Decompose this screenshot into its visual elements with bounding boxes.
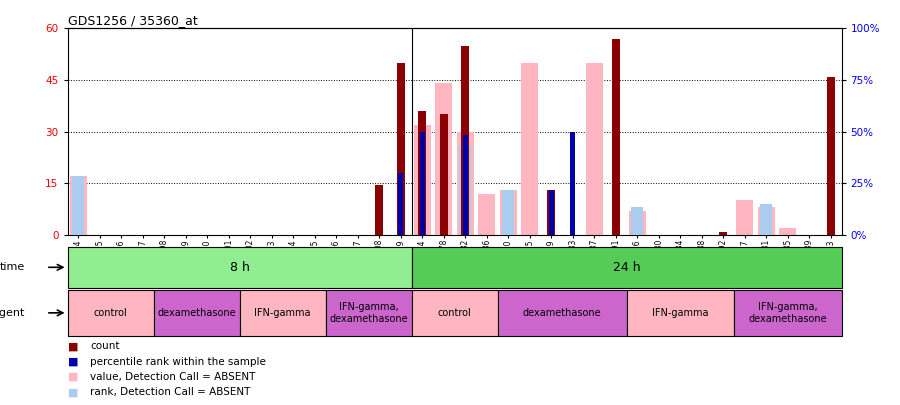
- Text: 24 h: 24 h: [613, 261, 640, 274]
- Bar: [500, 190, 517, 235]
- Bar: [420, 132, 425, 235]
- Text: ■: ■: [68, 372, 78, 382]
- Bar: [326, 290, 411, 336]
- Text: 8 h: 8 h: [230, 261, 249, 274]
- Bar: [411, 290, 498, 336]
- Bar: [628, 211, 646, 235]
- Bar: [498, 290, 626, 336]
- Bar: [612, 39, 619, 235]
- Bar: [631, 207, 644, 235]
- Text: control: control: [94, 308, 128, 318]
- Text: time: time: [0, 262, 24, 272]
- Bar: [736, 200, 753, 235]
- Bar: [418, 111, 426, 235]
- Text: GDS1256 / 35360_at: GDS1256 / 35360_at: [68, 14, 197, 27]
- Bar: [760, 204, 772, 235]
- Bar: [436, 83, 453, 235]
- Text: IFN-gamma: IFN-gamma: [652, 308, 708, 318]
- Text: control: control: [437, 308, 472, 318]
- Text: ■: ■: [68, 341, 78, 351]
- Bar: [478, 194, 495, 235]
- Text: dexamethasone: dexamethasone: [523, 308, 601, 318]
- Bar: [521, 63, 538, 235]
- Bar: [571, 132, 575, 235]
- Text: count: count: [90, 341, 120, 351]
- Bar: [459, 145, 472, 235]
- Bar: [549, 190, 554, 235]
- Bar: [411, 247, 842, 288]
- Bar: [72, 177, 85, 235]
- Bar: [399, 173, 403, 235]
- Bar: [239, 290, 326, 336]
- Bar: [502, 190, 514, 235]
- Bar: [414, 125, 431, 235]
- Bar: [779, 228, 796, 235]
- Text: IFN-gamma,
dexamethasone: IFN-gamma, dexamethasone: [749, 302, 827, 324]
- Text: IFN-gamma,
dexamethasone: IFN-gamma, dexamethasone: [329, 302, 408, 324]
- Bar: [440, 115, 447, 235]
- Bar: [547, 190, 555, 235]
- Bar: [456, 132, 474, 235]
- Bar: [68, 290, 154, 336]
- Bar: [734, 290, 842, 336]
- Bar: [397, 63, 404, 235]
- Bar: [586, 63, 603, 235]
- Text: value, Detection Call = ABSENT: value, Detection Call = ABSENT: [90, 372, 256, 382]
- Text: ■: ■: [68, 388, 78, 397]
- Bar: [68, 247, 411, 288]
- Text: dexamethasone: dexamethasone: [158, 308, 236, 318]
- Text: agent: agent: [0, 308, 24, 318]
- Text: percentile rank within the sample: percentile rank within the sample: [90, 357, 266, 367]
- Text: IFN-gamma: IFN-gamma: [254, 308, 310, 318]
- Bar: [758, 207, 775, 235]
- Bar: [719, 232, 727, 235]
- Text: rank, Detection Call = ABSENT: rank, Detection Call = ABSENT: [90, 388, 250, 397]
- Bar: [69, 177, 87, 235]
- Bar: [626, 290, 734, 336]
- Bar: [463, 135, 468, 235]
- Text: ■: ■: [68, 357, 78, 367]
- Bar: [154, 290, 239, 336]
- Bar: [375, 185, 383, 235]
- Bar: [827, 77, 834, 235]
- Bar: [462, 46, 469, 235]
